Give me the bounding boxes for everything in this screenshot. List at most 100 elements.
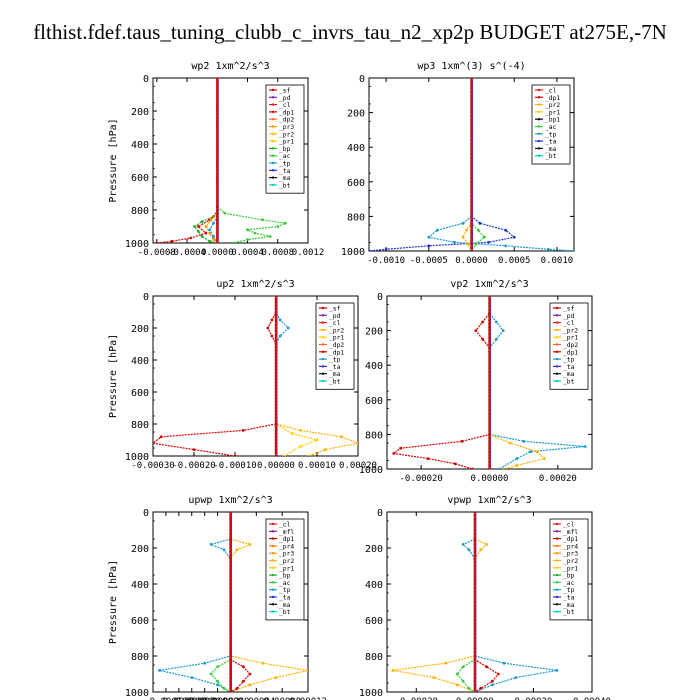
series-point	[231, 241, 234, 243]
zero-line-point	[274, 326, 278, 330]
plot-frame	[386, 511, 593, 693]
panel-title: up2 1xm^2/s^3	[216, 279, 294, 290]
series-point	[192, 448, 196, 451]
zero-line-point	[470, 201, 473, 204]
y-tick-label: 800	[131, 652, 149, 663]
series-point	[278, 318, 282, 322]
zero-line-point	[215, 109, 219, 113]
zero-line-point	[470, 204, 473, 208]
series-point	[299, 445, 302, 448]
legend-marker	[271, 588, 275, 591]
series-group	[158, 512, 308, 692]
x-tick-label: -0.00008	[157, 697, 200, 700]
zero-line-point	[470, 170, 473, 173]
zero-line-point	[274, 371, 278, 375]
zero-line-point	[229, 600, 232, 604]
series-line-ta	[369, 78, 516, 251]
legend-label: _dp1	[279, 109, 294, 116]
legend-label: _ta	[329, 364, 341, 371]
zero-line-point	[215, 83, 219, 86]
zero-line-point	[488, 453, 491, 457]
zero-line-point	[470, 183, 473, 187]
legend-marker	[537, 88, 541, 92]
zero-line-point	[229, 607, 232, 611]
series-point	[248, 683, 252, 687]
series-point	[323, 448, 327, 451]
zero-line-point	[274, 403, 278, 407]
series-point	[384, 247, 388, 251]
zero-line-point	[215, 132, 219, 136]
zero-line-point	[488, 443, 491, 447]
zero-line-point	[488, 315, 491, 319]
zero-line-point	[488, 440, 491, 443]
y-tick-label: 600	[365, 616, 383, 627]
legend-marker	[271, 581, 275, 584]
zero-line-point	[488, 391, 491, 395]
zero-line-point	[488, 419, 491, 422]
series-point	[222, 548, 226, 552]
zero-line-point	[473, 557, 477, 561]
panel-title: vp2 1xm^2/s^3	[450, 279, 528, 290]
legend-label: _ma	[329, 371, 341, 378]
zero-line-point	[488, 401, 491, 405]
panel-4: vp2 1xm^2/s^3 0 200 400 600 800 1000 -0.00020 0.…	[359, 279, 593, 484]
zero-line-point	[215, 188, 219, 192]
series-point	[455, 683, 459, 687]
legend-marker	[271, 88, 275, 92]
legend-marker	[321, 306, 325, 310]
legend-marker	[555, 372, 559, 375]
y-tick-label: 0	[143, 508, 149, 519]
legend-marker	[555, 365, 559, 368]
series-line-tp	[275, 296, 290, 456]
series-point	[209, 672, 213, 676]
legend-label: _pr2	[279, 131, 294, 138]
series-line-ac	[210, 512, 232, 692]
legend-label: _ma	[279, 602, 291, 609]
legend-label: _ta	[279, 168, 291, 175]
zero-line-point	[473, 672, 477, 676]
zero-line-point	[215, 208, 219, 212]
zero-line-point	[488, 322, 491, 325]
zero-line-point	[488, 412, 491, 415]
series-point	[474, 329, 478, 332]
series-point	[504, 228, 508, 232]
zero-line-point	[488, 377, 491, 381]
y-tick-label: 600	[131, 388, 149, 399]
zero-line-point	[488, 398, 491, 402]
panel-title: wp2 1xm^2/s^3	[191, 61, 269, 72]
zero-line-point	[215, 96, 219, 100]
legend-marker	[321, 379, 325, 383]
zero-line-point	[274, 336, 278, 339]
series-point	[467, 548, 471, 552]
x-tick-label: -0.00010	[144, 697, 187, 700]
zero-line-point	[229, 521, 232, 525]
legend-marker	[555, 357, 559, 361]
zero-line-point	[470, 132, 473, 135]
zero-line-point	[215, 106, 219, 109]
series-point	[547, 247, 550, 251]
zero-line-point	[229, 517, 232, 521]
zero-line-point	[470, 246, 473, 249]
series-point	[481, 320, 485, 324]
zero-line-point	[274, 397, 278, 400]
legend-label: _bt	[329, 379, 341, 386]
zero-line-point	[473, 579, 477, 582]
legend-label: _tp	[279, 161, 291, 168]
zero-line-point	[473, 553, 477, 557]
zero-line-point	[470, 232, 473, 235]
zero-line-point	[488, 312, 491, 315]
series-point	[216, 665, 220, 669]
series-point	[583, 445, 587, 448]
zero-line-point	[473, 586, 477, 589]
zero-line-point	[229, 589, 232, 593]
x-tick-label: 0.0000	[201, 248, 234, 258]
zero-line-point	[473, 669, 477, 672]
series-point	[208, 228, 212, 232]
zero-line-point	[488, 339, 491, 343]
legend-label: _bp1	[545, 117, 560, 124]
legend-marker	[537, 110, 541, 114]
zero-line-point	[274, 387, 278, 391]
series-point	[197, 225, 200, 228]
legend-label: _bp	[279, 573, 291, 580]
